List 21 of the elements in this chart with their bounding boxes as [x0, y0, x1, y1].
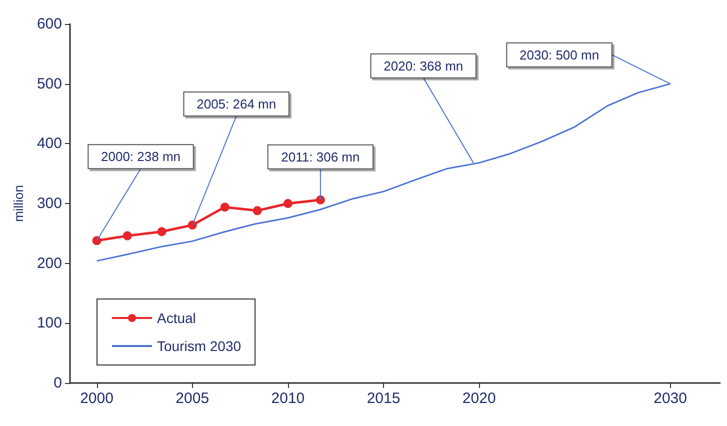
legend-label: Tourism 2030	[157, 338, 242, 354]
y-tick-label: 500	[36, 75, 62, 92]
y-tick-label: 400	[36, 135, 62, 152]
x-tick-label: 2000	[80, 390, 114, 407]
y-tick-label: 0	[54, 374, 62, 392]
x-tick-label: 2010	[271, 390, 305, 407]
annotation: 2000: 238 mn	[101, 149, 181, 164]
x-tick-label: 2030	[654, 390, 687, 407]
x-tick-label: 2015	[366, 390, 400, 407]
annotation: 2005: 264 mn	[196, 96, 276, 112]
x-tick-label: 2005	[176, 390, 210, 407]
y-tick-label: 100	[36, 314, 62, 332]
y-tick-label: 300	[36, 195, 62, 212]
x-tick-label: 2020	[462, 390, 496, 407]
y-tick-label: 200	[36, 254, 62, 272]
annotation: 2020: 368 mn	[384, 58, 464, 74]
annotation: 2011: 306 mn	[281, 149, 360, 164]
annotation: 2030: 500 mn	[520, 47, 600, 62]
legend-label: Actual	[157, 310, 196, 326]
y-tick-label: 600	[36, 16, 62, 32]
y-axis-title: million	[11, 185, 26, 222]
